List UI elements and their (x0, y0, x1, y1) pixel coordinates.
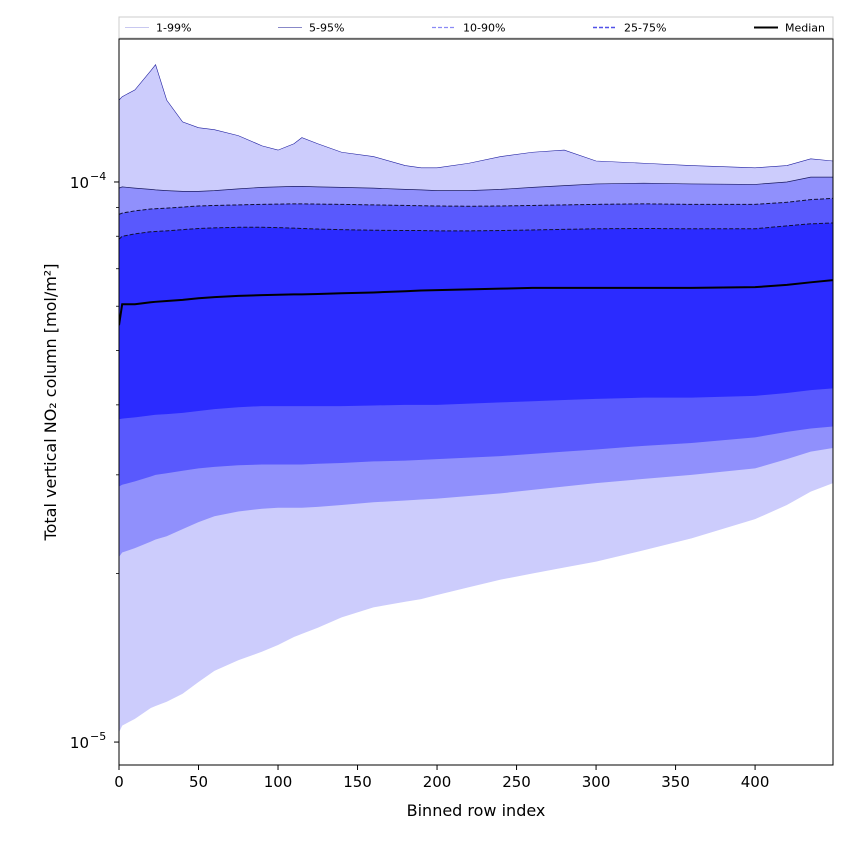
legend-label: 5-95% (309, 22, 344, 35)
legend-item: 10-90% (432, 22, 505, 35)
y-tick-label: 10 (70, 734, 89, 752)
line-p99 (119, 63, 833, 169)
line-p95 (119, 176, 833, 192)
legend-label: 1-99% (156, 22, 191, 35)
x-tick-label: 100 (264, 773, 293, 791)
y-tick-exponent: −4 (90, 170, 106, 183)
legend: 1-99% 5-95% 10-90% 25-75% Median (118, 16, 834, 39)
band-25-75 (119, 222, 833, 420)
x-tick-label: 350 (661, 773, 690, 791)
legend-label: Median (785, 22, 825, 35)
line-median (119, 279, 833, 326)
y-tick-exponent: −5 (90, 730, 106, 743)
legend-item: 5-95% (278, 22, 344, 35)
x-tick-label: 50 (189, 773, 208, 791)
legend-item: 25-75% (593, 22, 666, 35)
y-tick-label: 10 (70, 174, 89, 192)
x-axis-title: Binned row index (407, 801, 546, 820)
x-tick-label: 200 (423, 773, 452, 791)
y-axis-title: Total vertical NO₂ column [mol/m²] (41, 264, 60, 542)
legend-item: Median (754, 22, 825, 35)
percentile-lines (119, 63, 833, 326)
percentile-bands (119, 64, 833, 733)
legend-item: 1-99% (125, 22, 191, 35)
x-tick-label: 300 (582, 773, 611, 791)
legend-box (118, 16, 834, 39)
x-tick-label: 0 (114, 773, 124, 791)
line-p75 (119, 222, 833, 240)
line-p90 (119, 197, 833, 215)
legend-label: 25-75% (624, 22, 666, 35)
plot-frame (118, 38, 834, 766)
x-tick-label: 400 (741, 773, 770, 791)
x-tick-label: 250 (502, 773, 531, 791)
x-tick-label: 150 (343, 773, 372, 791)
legend-label: 10-90% (463, 22, 505, 35)
